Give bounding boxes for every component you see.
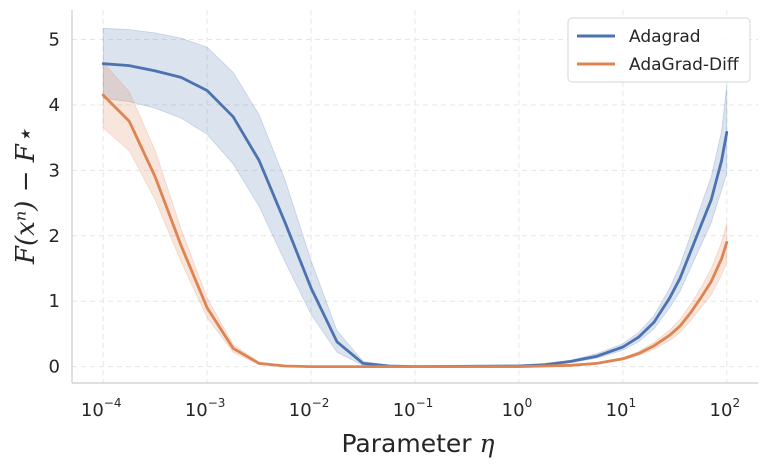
y-tick-label: 0: [49, 357, 60, 378]
y-tick-label: 3: [49, 160, 60, 181]
series-band-1: [102, 27, 728, 367]
x-tick-label: 10−4: [81, 396, 122, 421]
legend-box: [567, 17, 751, 83]
x-tick-label: 102: [710, 396, 741, 421]
x-tick-label: 10−2: [289, 396, 330, 421]
x-tick-label: 10−1: [393, 396, 434, 421]
legend-label-1: Adagrad: [629, 27, 701, 47]
y-tick-label: 4: [49, 95, 60, 116]
legend: Adagrad AdaGrad-Diff: [567, 17, 751, 83]
y-tick-label: 5: [49, 29, 60, 50]
y-axis-label: F(xⁿ) − F⋆: [11, 128, 41, 265]
series-line-2: [101, 93, 729, 369]
y-tick-label: 1: [49, 291, 60, 312]
x-tick-label: 10−3: [185, 396, 226, 421]
series-lines: [101, 62, 729, 369]
x-axis-label-text: Parameter: [341, 429, 472, 458]
x-tick-label: 101: [606, 396, 637, 421]
x-axis-label: Parameter η: [341, 429, 494, 458]
y-tick-label: 2: [49, 226, 60, 247]
legend-label-2: AdaGrad-Diff: [629, 55, 740, 75]
x-tick-label: 100: [502, 396, 533, 421]
x-axis-label-symbol: η: [480, 429, 495, 458]
axes: [71, 10, 758, 384]
tick-labels: 0 1 2 3 4 5 10−4 10−3 10−2 10−1 100 101 102: [49, 29, 741, 421]
